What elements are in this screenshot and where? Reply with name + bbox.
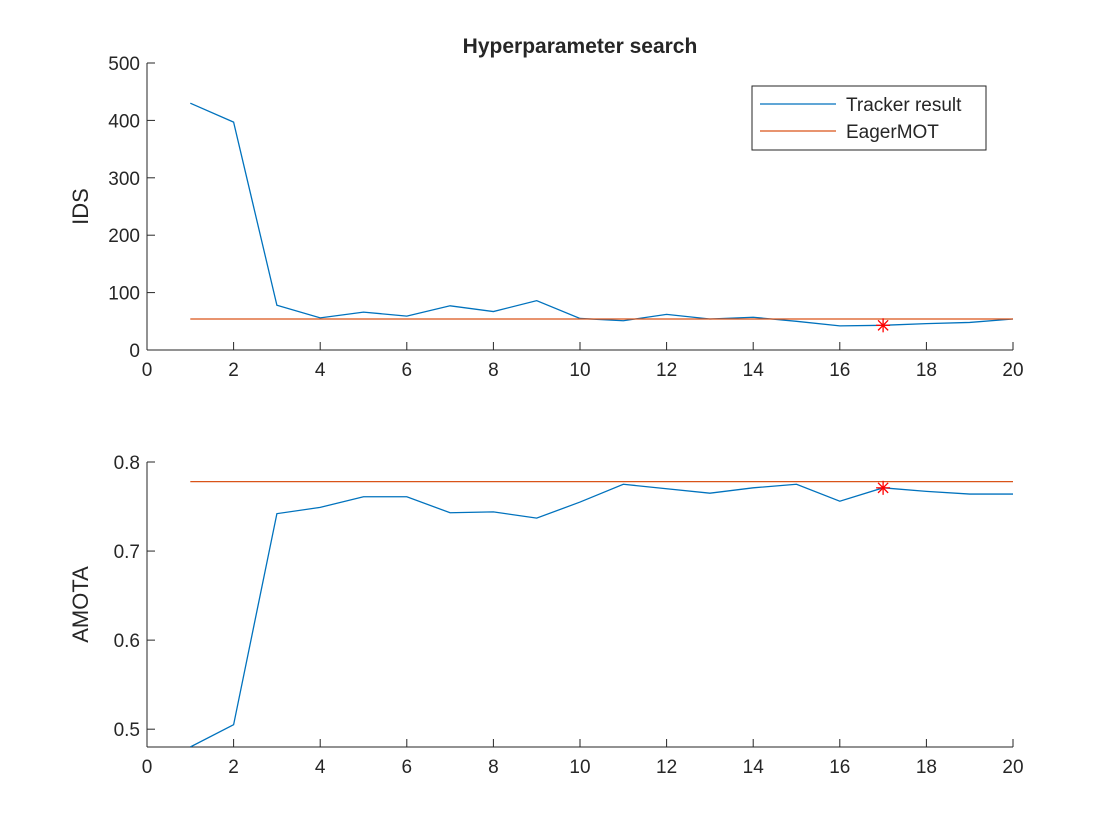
x-tick-label: 8 <box>488 757 499 778</box>
x-tick-label: 10 <box>569 757 590 778</box>
x-tick-label: 2 <box>228 757 239 778</box>
y-tick-label: 0.7 <box>114 542 140 563</box>
y-tick-label: 100 <box>108 284 140 305</box>
x-tick-label: 10 <box>569 360 590 381</box>
x-tick-label: 14 <box>743 757 765 778</box>
x-tick-label: 2 <box>228 360 239 381</box>
y-tick-label: 0 <box>129 341 140 362</box>
y-tick-label: 0.8 <box>114 453 140 474</box>
legend-label: EagerMOT <box>846 122 939 143</box>
y-axis-label: AMOTA <box>68 566 93 643</box>
x-tick-label: 4 <box>315 757 326 778</box>
best-marker <box>876 480 891 495</box>
y-tick-label: 0.5 <box>114 720 140 741</box>
x-tick-label: 6 <box>402 360 413 381</box>
x-tick-label: 16 <box>829 360 850 381</box>
chart-1: 0 2 4 6 8 10 12 14 16 18 200100200300400500IDSHype… <box>68 35 1024 381</box>
x-tick-label: 4 <box>315 360 326 381</box>
best-marker <box>876 318 891 333</box>
y-tick-label: 0.6 <box>114 631 140 652</box>
x-tick-label: 0 <box>142 757 153 778</box>
x-tick-label: 8 <box>488 360 499 381</box>
chart-2: 0 2 4 6 8 10 12 14 16 18 20 0.5 0.6 0.7 0.8 AMOTA <box>68 453 1024 778</box>
x-tick-label: 12 <box>656 757 677 778</box>
x-tick-label: 0 <box>142 360 153 381</box>
x-tick-label: 12 <box>656 360 677 381</box>
x-tick-label: 20 <box>1002 757 1023 778</box>
x-tick-label: 14 <box>743 360 765 381</box>
x-tick-label: 6 <box>402 757 413 778</box>
x-tick-label: 16 <box>829 757 850 778</box>
chart-title: Hyperparameter search <box>463 35 698 58</box>
y-axis-label: IDS <box>68 188 93 225</box>
legend-label: Tracker result <box>846 95 962 116</box>
x-tick-label: 18 <box>916 757 937 778</box>
y-tick-label: 300 <box>108 169 140 190</box>
series-line-1 <box>190 483 1013 747</box>
y-tick-label: 500 <box>108 54 140 75</box>
y-tick-label: 200 <box>108 226 140 247</box>
x-tick-label: 20 <box>1002 360 1023 381</box>
legend: Tracker result EagerMOT <box>751 85 987 151</box>
x-tick-label: 18 <box>916 360 937 381</box>
legend-box <box>751 85 987 151</box>
y-tick-label: 400 <box>108 111 140 132</box>
